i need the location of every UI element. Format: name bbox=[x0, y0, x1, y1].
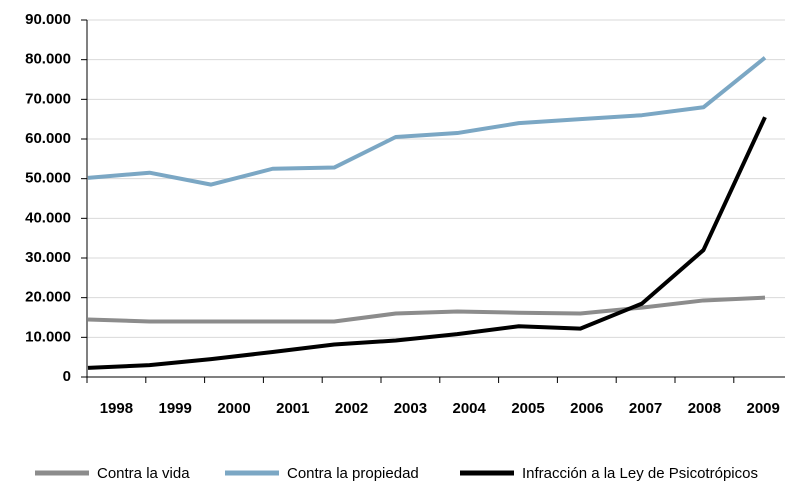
y-tick-label: 0 bbox=[63, 368, 71, 385]
series-line bbox=[87, 56, 767, 187]
y-tick-label: 40.000 bbox=[25, 209, 71, 226]
legend-label: Infracción a la Ley de Psicotrópicos bbox=[522, 465, 758, 482]
y-tick-label: 70.000 bbox=[25, 90, 71, 107]
series-line bbox=[87, 295, 766, 324]
y-tick-label: 30.000 bbox=[25, 249, 71, 266]
x-tick-label: 2005 bbox=[511, 400, 544, 417]
x-tick-label: 1999 bbox=[159, 400, 192, 417]
x-tick-label: 1998 bbox=[100, 400, 133, 417]
series-line bbox=[87, 116, 767, 370]
y-tick-label: 20.000 bbox=[25, 289, 71, 306]
x-tick-label: 2003 bbox=[394, 400, 427, 417]
x-tick-label: 2004 bbox=[453, 400, 487, 417]
x-tick-label: 2007 bbox=[629, 400, 662, 417]
y-tick-label: 10.000 bbox=[25, 328, 71, 345]
y-tick-label: 60.000 bbox=[25, 130, 71, 147]
x-tick-label: 2001 bbox=[276, 400, 309, 417]
x-tick-label: 2006 bbox=[570, 400, 603, 417]
legend-label: Contra la propiedad bbox=[287, 465, 419, 482]
x-tick-label: 2002 bbox=[335, 400, 368, 417]
y-tick-label: 80.000 bbox=[25, 51, 71, 68]
y-tick-label: 90.000 bbox=[25, 11, 71, 28]
x-tick-label: 2009 bbox=[747, 400, 780, 417]
y-tick-label: 50.000 bbox=[25, 170, 71, 187]
x-tick-label: 2008 bbox=[688, 400, 721, 417]
x-tick-label: 2000 bbox=[217, 400, 250, 417]
legend-label: Contra la vida bbox=[97, 465, 190, 482]
